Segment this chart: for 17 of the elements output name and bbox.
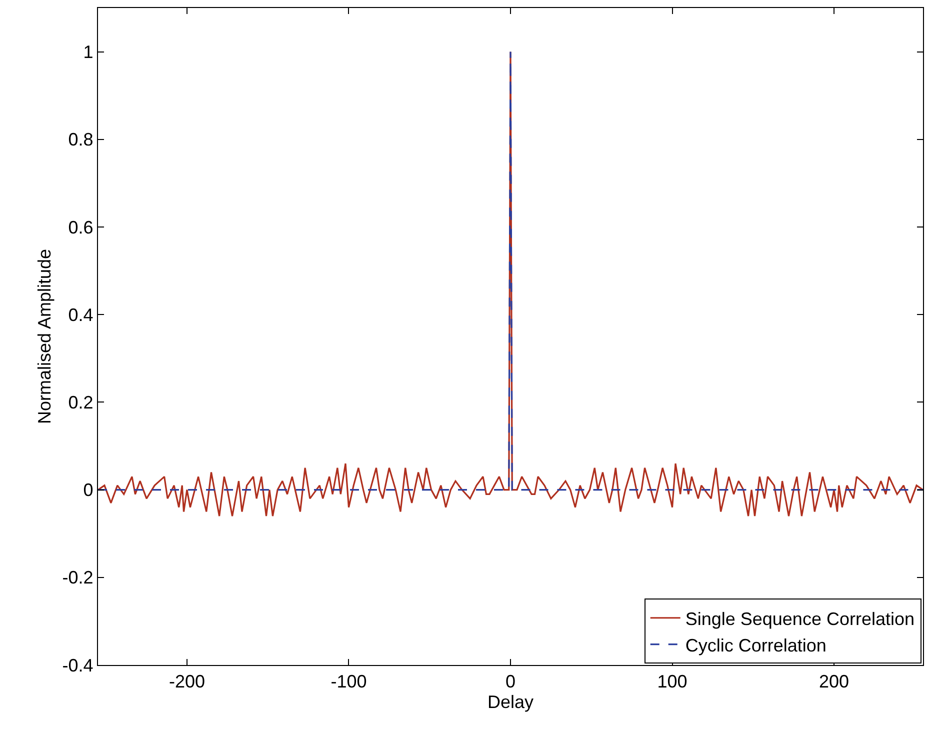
y-tick-label: 0.6 — [68, 217, 94, 238]
legend-label: Cyclic Correlation — [685, 635, 826, 656]
y-tick-label: 0 — [83, 480, 94, 500]
y-tick-label: 1 — [83, 42, 94, 62]
y-axis-title: Normalised Amplitude — [34, 248, 54, 424]
y-tick-label: -0.4 — [62, 655, 94, 676]
legend-label: Single Sequence Correlation — [685, 608, 915, 629]
x-tick-label: -100 — [330, 672, 367, 692]
y-tick-label: -0.2 — [62, 568, 94, 588]
x-tick-label: 0 — [505, 672, 516, 692]
y-tick-label: 0.2 — [68, 392, 94, 412]
y-tick-label: 0.4 — [68, 304, 94, 325]
y-tick-label: 0.8 — [68, 130, 94, 150]
x-tick-label: 200 — [819, 672, 850, 692]
x-tick-label: 100 — [657, 672, 688, 692]
x-tick-label: -200 — [168, 672, 205, 692]
x-axis-title: Delay — [487, 692, 534, 712]
